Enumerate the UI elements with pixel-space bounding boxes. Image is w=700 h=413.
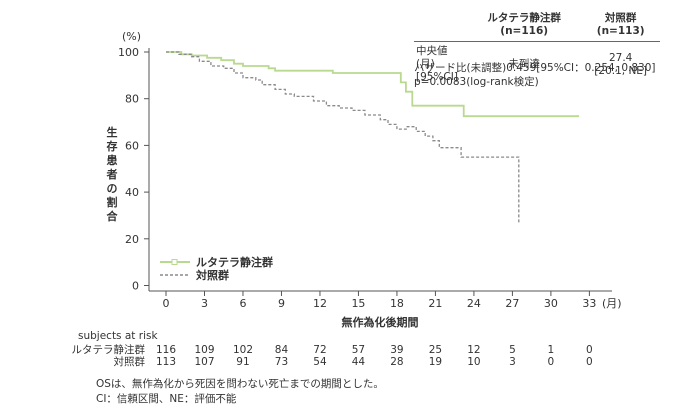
risk-value: 3 [509, 356, 516, 368]
stats-control-ci: [20.1, NE] [594, 64, 648, 77]
stats-header-blank [414, 10, 467, 42]
stats-row-label-ci: [95%CI] [416, 71, 458, 83]
y-tick-label: 100 [118, 46, 139, 59]
x-tick-label: 24 [467, 297, 481, 310]
km-curve-lutathera [166, 51, 580, 118]
y-axis-label-char: の [107, 182, 118, 195]
y-tick-label: 40 [125, 186, 139, 199]
legend-marker-lutathera [171, 259, 178, 265]
stats-control-median: 27.4 [608, 51, 633, 64]
y-tick-label: 60 [125, 139, 139, 152]
p-value-note: p=0.0083(log-rank検定) [414, 76, 539, 88]
risk-value: 12 [467, 344, 480, 356]
risk-value: 0 [548, 356, 555, 368]
risk-value: 0 [586, 344, 593, 356]
legend-label-lutathera: ルタテラ静注群 [196, 255, 273, 269]
stats-row-label-median: 中央値(月) [416, 45, 448, 70]
risk-value: 10 [467, 356, 480, 368]
risk-value: 0 [586, 356, 593, 368]
risk-value: 102 [233, 344, 253, 356]
legend-label-control: 対照群 [195, 268, 229, 282]
x-ticks: 0 3 6 9 12 15 18 21 24 27 30 33 [163, 291, 596, 310]
risk-row-label-lutathera: ルタテラ静注群 [72, 343, 146, 356]
x-tick-label: 12 [313, 297, 327, 310]
stats-row-label: 中央値(月) [95%CI] [414, 42, 467, 85]
risk-value: 109 [194, 344, 214, 356]
legend: ルタテラ静注群 対照群 [160, 255, 273, 282]
series-layer [166, 51, 580, 223]
risk-value: 44 [352, 356, 366, 368]
x-tick-label: 0 [163, 297, 170, 310]
x-tick-label: 9 [278, 297, 285, 310]
footnote-abbrev: CI：信頼区間、NE：評価不能 [96, 393, 237, 405]
risk-table-title: subjects at risk [78, 330, 158, 342]
risk-value: 19 [429, 356, 442, 368]
stats-header-control: 対照群(n=113) [581, 10, 660, 42]
km-curve-control [166, 51, 520, 223]
risk-value: 25 [429, 344, 442, 356]
x-tick-label: 18 [390, 297, 404, 310]
stats-header-lutathera: ルタテラ静注群(n=116) [466, 10, 582, 42]
risk-value: 1 [548, 344, 555, 356]
y-axis-label-char: 者 [106, 167, 118, 181]
risk-value: 116 [156, 344, 176, 356]
risk-value: 73 [275, 356, 288, 368]
y-tick-label: 20 [125, 233, 139, 246]
y-tick-label: 0 [132, 280, 139, 293]
y-axis-label-char: 生 [107, 125, 118, 139]
risk-value: 5 [509, 344, 516, 356]
y-unit-label: (%) [122, 30, 141, 43]
y-axis-label-char: 合 [107, 209, 119, 223]
risk-value: 72 [313, 344, 326, 356]
x-tick-label: 27 [505, 297, 519, 310]
x-tick-label: 15 [351, 297, 365, 310]
x-tick-label: 6 [239, 297, 246, 310]
risk-value: 107 [194, 356, 214, 368]
footnote-os: OSは、無作為化から死因を問わない死亡までの期間とした。 [96, 378, 384, 390]
stats-table: ルタテラ静注群(n=116) 対照群(n=113) 中央値(月) [95%CI]… [414, 10, 660, 84]
hazard-ratio-note: ハザード比(未調整)0.459[95%CI：0.254, 0.830] [414, 62, 656, 74]
y-axis-label-char: 存 [107, 139, 118, 153]
y-axis-label-char: 割 [107, 195, 118, 209]
x-tick-label: 3 [201, 297, 208, 310]
y-ticks: 0 20 40 60 80 100 [118, 46, 149, 293]
risk-value: 39 [390, 344, 403, 356]
stats-control-value: 27.4 [20.1, NE] [581, 42, 660, 85]
risk-value: 28 [390, 356, 403, 368]
y-axis-label-char: 患 [107, 153, 118, 167]
x-tick-label: 30 [544, 297, 558, 310]
risk-value: 57 [352, 344, 365, 356]
x-axis-label: 無作為化後期間 [342, 315, 419, 329]
risk-value: 91 [236, 356, 249, 368]
risk-value: 54 [313, 356, 327, 368]
x-tick-label: 33 [582, 297, 596, 310]
x-unit-label: (月) [602, 297, 622, 310]
risk-value: 84 [275, 344, 289, 356]
risk-row-label-control: 対照群 [114, 355, 146, 368]
y-tick-label: 80 [125, 93, 139, 106]
stats-lutathera-value: 未到達 [508, 58, 540, 70]
risk-value: 113 [156, 356, 176, 368]
x-tick-label: 21 [428, 297, 442, 310]
